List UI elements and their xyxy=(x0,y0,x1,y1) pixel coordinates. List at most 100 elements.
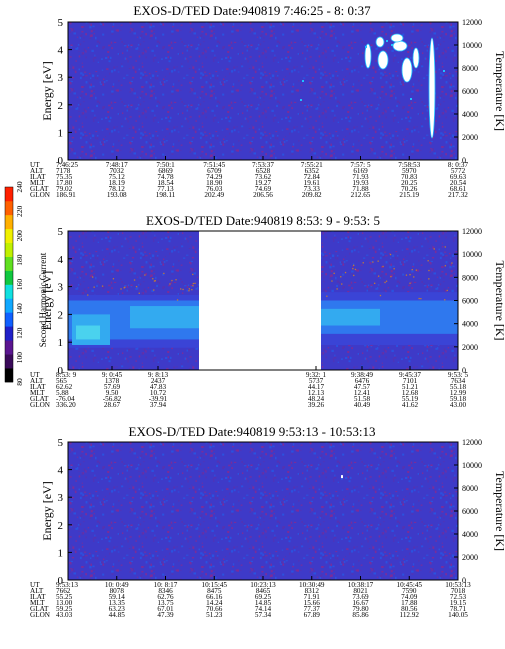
y2-tick-label: 0 xyxy=(462,366,466,375)
saturation-blob xyxy=(377,50,389,70)
data-point xyxy=(390,276,392,278)
data-point xyxy=(87,294,89,296)
data-point xyxy=(153,280,156,282)
ephemeris-value: 8078 xyxy=(110,587,125,595)
ephemeris-value: 79.80 xyxy=(352,605,369,613)
y2-tick-label: 2000 xyxy=(462,553,478,562)
ephemeris-value: 10: 8:17 xyxy=(154,581,178,589)
colorbar-segment xyxy=(5,354,13,369)
data-point xyxy=(428,278,430,280)
ephemeris-value: 67.89 xyxy=(304,611,321,619)
colorbar-tick-label: 80 xyxy=(15,378,24,386)
plot-area xyxy=(68,442,458,580)
ephemeris-value: 59.14 xyxy=(109,593,126,601)
data-point xyxy=(188,290,190,292)
ephemeris-value: 76.03 xyxy=(206,185,223,193)
ephemeris-value: 41.62 xyxy=(402,401,419,409)
ephemeris-value: 10.72 xyxy=(150,389,167,397)
saturation-blob xyxy=(375,36,385,48)
ephemeris-value: -56.82 xyxy=(103,395,122,403)
y2-axis-label: Temperature [K] xyxy=(493,471,505,551)
ephemeris-value: 193.08 xyxy=(107,191,127,199)
panel-2-title: EXOS-D/TED Date:940819 8:53: 9 - 9:53: 5 xyxy=(146,213,380,228)
y2-tick-label: 0 xyxy=(462,156,466,165)
data-point xyxy=(176,299,179,301)
ephemeris-row-label: GLAT xyxy=(30,605,49,613)
data-point xyxy=(409,282,411,284)
saturation-blob xyxy=(412,47,420,69)
colorbar-segment xyxy=(5,187,13,202)
ephemeris-value: 14.24 xyxy=(206,599,223,607)
ephemeris-value: 7:58:53 xyxy=(398,161,420,169)
ephemeris-value: 565 xyxy=(56,377,67,385)
ephemeris-row-label: ILAT xyxy=(30,173,46,181)
ephemeris-value: 202.49 xyxy=(204,191,224,199)
data-point xyxy=(405,274,408,276)
y-axis-label: Energy [eV] xyxy=(40,61,54,120)
ephemeris-value: 19.15 xyxy=(450,599,467,607)
ephemeris-value: 85.86 xyxy=(352,611,369,619)
ephemeris-value: 217.32 xyxy=(448,191,468,199)
ephemeris-value: 80.56 xyxy=(401,605,418,613)
ephemeris-value: 47.39 xyxy=(157,611,174,619)
data-point xyxy=(336,288,338,290)
ephemeris-row-label: GLON xyxy=(30,401,51,409)
ephemeris-value: 67.01 xyxy=(157,605,174,613)
colorbar-segment xyxy=(5,200,13,216)
data-point xyxy=(446,289,448,292)
ephemeris-row-label: UT xyxy=(30,371,40,379)
y2-tick-label: 8000 xyxy=(462,273,478,282)
ephemeris-row-label: UT xyxy=(30,161,40,169)
ephemeris-value: 7:57: 5 xyxy=(350,161,371,169)
ephemeris-value: 9: 8:13 xyxy=(148,371,169,379)
saturation-blob xyxy=(364,43,372,69)
ephemeris-value: 7:55:21 xyxy=(301,161,323,169)
ephemeris-value: 51.21 xyxy=(402,383,419,391)
ephemeris-value: 51.58 xyxy=(354,395,371,403)
ephemeris-value: 44.17 xyxy=(308,383,325,391)
colorbar: Second Harmonic Current 80 100 120 140 160 18… xyxy=(4,181,48,386)
saturation-blob xyxy=(428,37,436,139)
data-point xyxy=(326,295,328,297)
ephemeris-value: 198.11 xyxy=(156,191,176,199)
ephemeris-value: 8475 xyxy=(207,587,222,595)
data-point xyxy=(409,274,411,276)
data-point xyxy=(444,265,446,267)
data-point xyxy=(354,268,357,271)
ephemeris-row-label: ALT xyxy=(30,587,44,595)
data-point xyxy=(192,285,194,287)
data-point xyxy=(377,260,379,262)
ephemeris-value: 57.69 xyxy=(104,383,121,391)
y2-tick-label: 12000 xyxy=(462,227,482,236)
data-point xyxy=(411,269,413,271)
data-point xyxy=(135,286,138,288)
ephemeris-value: 7590 xyxy=(402,587,417,595)
ephemeris-row-label: MLT xyxy=(30,179,45,187)
ephemeris-value: 6709 xyxy=(207,167,222,175)
ephemeris-value: 7:53:37 xyxy=(252,161,274,169)
y2-tick-label: 12000 xyxy=(462,18,482,27)
ephemeris-value: 19.93 xyxy=(352,179,369,187)
colorbar-segment xyxy=(5,242,13,257)
colorbar-tick-label: 140 xyxy=(15,303,24,315)
data-point xyxy=(362,262,364,264)
data-point xyxy=(192,273,194,276)
y-tick-label: 0 xyxy=(58,155,64,167)
ephemeris-value: 43.03 xyxy=(56,611,73,619)
data-point xyxy=(171,279,173,282)
data-point xyxy=(428,269,430,272)
ephemeris-value: 48.24 xyxy=(308,395,325,403)
data-point xyxy=(144,274,146,276)
ephemeris-row-label: ALT xyxy=(30,377,44,385)
ephemeris-value: 336.20 xyxy=(56,401,76,409)
data-point xyxy=(353,264,355,266)
ephemeris-value: 6528 xyxy=(256,167,271,175)
ephemeris-value: 7018 xyxy=(451,587,466,595)
ephemeris-value: 2437 xyxy=(151,377,166,385)
y-tick-label: 2 xyxy=(58,100,64,112)
data-point xyxy=(393,268,395,270)
data-point xyxy=(427,260,429,262)
data-point xyxy=(152,278,154,280)
ephemeris-value: -39.91 xyxy=(149,395,168,403)
ephemeris-value: 9:45:37 xyxy=(399,371,421,379)
